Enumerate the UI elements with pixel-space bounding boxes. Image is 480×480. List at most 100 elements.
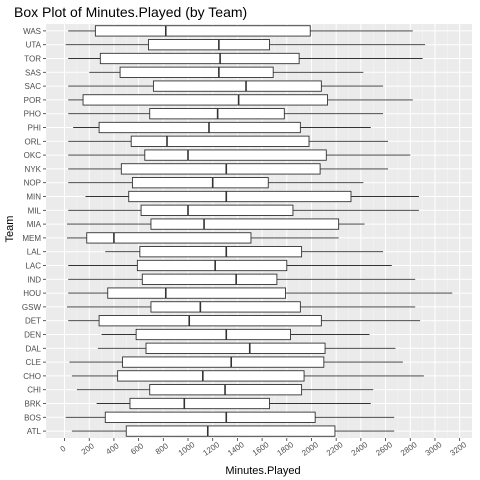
box-iqr — [136, 259, 288, 272]
box-iqr — [139, 246, 303, 258]
y-tick-label-tor: TOR — [24, 55, 41, 64]
box-iqr — [98, 315, 322, 327]
box-chi — [76, 384, 374, 396]
box-iqr — [129, 397, 270, 410]
box-iqr — [144, 149, 327, 161]
x-tick-label: 2600 — [374, 440, 394, 458]
box-iqr — [131, 177, 269, 189]
y-tick-label-dal: DAL — [25, 344, 41, 353]
y-tick-label-atl: ATL — [27, 427, 42, 436]
box-sas — [89, 66, 364, 78]
box-nop — [68, 177, 364, 189]
box-iqr — [152, 80, 322, 92]
box-iqr — [122, 356, 325, 368]
y-tick-label-uta: UTA — [26, 41, 42, 50]
box-iqr — [145, 342, 326, 354]
y-tick-label-okc: OKC — [24, 151, 42, 160]
y-tick-label-cle: CLE — [25, 358, 41, 367]
y-tick-label-bos: BOS — [24, 413, 41, 422]
box-lac — [68, 259, 392, 272]
box-phi — [73, 121, 371, 134]
box-iqr — [150, 218, 340, 230]
box-por — [68, 94, 413, 106]
x-tick-label: 2800 — [399, 440, 419, 458]
box-min — [85, 190, 419, 203]
box-iqr — [140, 204, 294, 216]
x-tick-label: 1400 — [226, 440, 246, 458]
y-tick-label-hou: HOU — [23, 289, 41, 298]
box-iqr — [117, 370, 305, 382]
box-dal — [97, 342, 396, 354]
x-tick-label: 1000 — [177, 440, 197, 458]
y-tick-label-por: POR — [24, 96, 42, 105]
box-tor — [68, 52, 423, 65]
y-tick-label-pho: PHO — [24, 110, 41, 119]
box-iqr — [99, 52, 300, 65]
y-tick-label-mem: MEM — [22, 234, 41, 243]
box-iqr — [82, 94, 328, 106]
x-tick-label: 3200 — [448, 440, 468, 458]
box-sac — [68, 80, 384, 92]
box-mem — [66, 232, 339, 244]
y-tick-label-phi: PHI — [28, 124, 41, 133]
box-bos — [65, 411, 395, 423]
x-tick-label: 0 — [59, 444, 68, 454]
box-mil — [68, 204, 419, 216]
box-iqr — [94, 25, 311, 37]
y-tick-label-ind: IND — [27, 275, 41, 284]
y-tick-label-sas: SAS — [25, 68, 41, 77]
y-tick-label-min: MIN — [26, 193, 41, 202]
box-brk — [96, 397, 371, 410]
x-tick-label: 2200 — [325, 440, 345, 458]
y-tick-label-nop: NOP — [24, 179, 41, 188]
box-lal — [105, 246, 384, 258]
x-tick-label: 1200 — [201, 440, 221, 458]
x-tick-label: 1800 — [275, 440, 295, 458]
x-tick-label: 2000 — [300, 440, 320, 458]
x-axis-title: Minutes.Played — [225, 465, 300, 477]
box-den — [101, 328, 370, 341]
box-iqr — [148, 39, 270, 51]
box-atl — [71, 425, 395, 437]
x-tick-label: 400 — [104, 441, 121, 456]
y-tick-label-was: WAS — [23, 27, 41, 36]
box-cle — [69, 356, 403, 368]
x-tick-label: 2400 — [350, 440, 370, 458]
box-hou — [68, 287, 453, 299]
y-tick-label-mil: MIL — [28, 206, 42, 215]
box-ind — [68, 273, 416, 285]
box-mia — [66, 218, 365, 230]
y-tick-label-chi: CHI — [27, 386, 41, 395]
y-tick-label-nyk: NYK — [25, 165, 42, 174]
x-tick-label: 200 — [80, 441, 97, 456]
box-iqr — [128, 190, 352, 203]
y-tick-label-den: DEN — [24, 331, 41, 340]
box-was — [68, 25, 413, 37]
box-iqr — [135, 328, 291, 341]
box-iqr — [98, 121, 301, 134]
x-tick-label: 600 — [129, 441, 146, 456]
box-iqr — [141, 273, 278, 285]
box-iqr — [86, 232, 252, 244]
box-iqr — [119, 66, 274, 78]
box-iqr — [125, 425, 336, 437]
x-tick-label: 1600 — [251, 440, 271, 458]
box-iqr — [104, 411, 316, 423]
box-gsw — [66, 301, 416, 313]
box-nyk — [68, 163, 389, 175]
box-iqr — [107, 287, 286, 299]
plot-panel — [46, 24, 472, 438]
box-orl — [68, 135, 389, 147]
y-tick-label-sac: SAC — [25, 82, 42, 91]
x-tick-label: 3000 — [424, 440, 444, 458]
y-tick-label-orl: ORL — [25, 137, 42, 146]
box-iqr — [130, 135, 310, 147]
box-cho — [71, 370, 424, 382]
box-det — [68, 315, 421, 327]
y-tick-label-lac: LAC — [25, 262, 41, 271]
box-pho — [68, 108, 384, 120]
chart-title: Box Plot of Minutes.Played (by Team) — [14, 4, 247, 20]
y-tick-label-cho: CHO — [23, 372, 41, 381]
